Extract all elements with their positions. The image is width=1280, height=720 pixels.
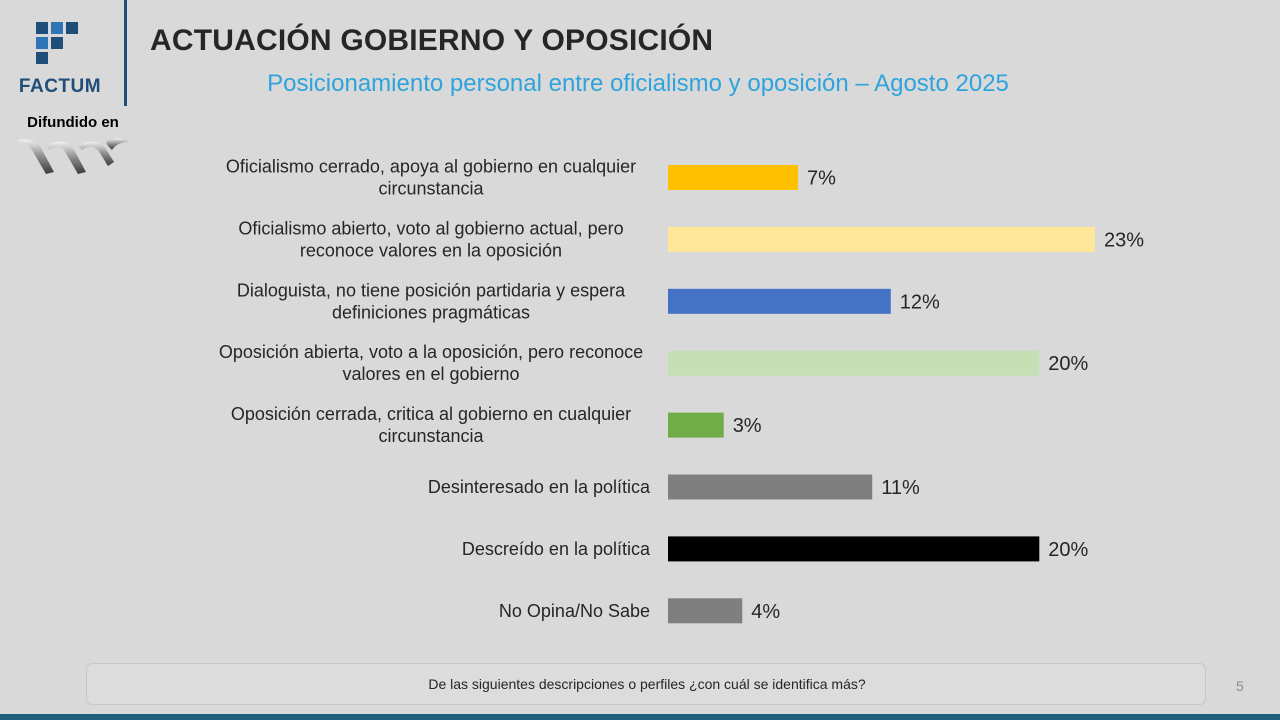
- value-label-4: 20%: [1048, 353, 1088, 375]
- category-label-3: definiciones pragmáticas: [332, 302, 530, 322]
- header-divider: [124, 0, 127, 106]
- category-label-4: valores en el gobierno: [342, 364, 519, 384]
- value-label-3: 12%: [900, 291, 940, 313]
- page-title: ACTUACIÓN GOBIERNO Y OPOSICIÓN: [150, 24, 714, 57]
- factum-logo-icon: [36, 22, 78, 64]
- category-label-2: reconoce valores en la oposición: [300, 240, 562, 260]
- value-label-6: 11%: [881, 477, 920, 499]
- category-label-1: Oficialismo cerrado, apoya al gobierno e…: [226, 157, 636, 177]
- survey-question: De las siguientes descripciones o perfil…: [428, 676, 866, 692]
- value-label-8: 4%: [751, 601, 780, 623]
- category-label-6: Desinteresado en la política: [428, 477, 651, 497]
- page-subtitle: Posicionamiento personal entre oficialis…: [267, 70, 1009, 97]
- bottom-rule: [0, 714, 1280, 720]
- bar-5: [668, 412, 724, 438]
- partner-logo-icon: [18, 138, 128, 174]
- factum-logo: FACTUM: [0, 0, 130, 180]
- category-label-1: circunstancia: [378, 179, 484, 199]
- diffused-label: Difundido en: [27, 114, 119, 131]
- category-label-8: No Opina/No Sabe: [499, 601, 650, 621]
- category-label-4: Oposición abierta, voto a la oposición, …: [219, 342, 643, 362]
- category-label-5: Oposición cerrada, critica al gobierno e…: [231, 404, 631, 424]
- bar-6: [668, 474, 873, 500]
- bar-1: [668, 165, 798, 190]
- question-box: De las siguientes descripciones o perfil…: [86, 663, 1206, 705]
- category-label-3: Dialoguista, no tiene posición partidari…: [237, 280, 626, 300]
- value-label-5: 3%: [733, 415, 762, 437]
- factum-logo-text: FACTUM: [18, 76, 102, 97]
- category-label-7: Descreído en la política: [462, 539, 651, 559]
- bar-2: [668, 226, 1095, 252]
- bar-7: [668, 536, 1040, 562]
- page-number: 5: [1236, 678, 1244, 694]
- bar-3: [668, 288, 891, 314]
- category-label-5: circunstancia: [378, 426, 484, 446]
- bar-8: [668, 598, 743, 624]
- category-label-2: Oficialismo abierto, voto al gobierno ac…: [238, 218, 623, 238]
- value-label-2: 23%: [1104, 229, 1144, 251]
- value-label-1: 7%: [807, 168, 836, 190]
- bar-4: [668, 350, 1040, 376]
- value-label-7: 20%: [1048, 539, 1088, 561]
